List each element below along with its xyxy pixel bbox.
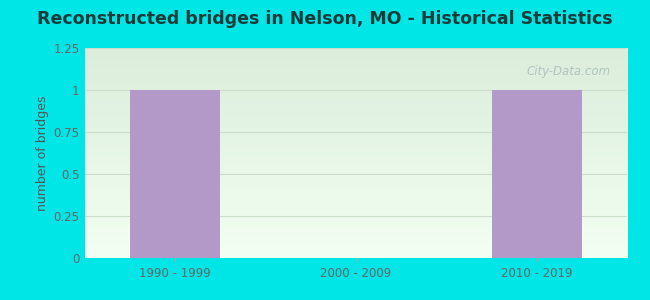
Text: City-Data.com: City-Data.com: [527, 65, 611, 78]
Y-axis label: number of bridges: number of bridges: [36, 95, 49, 211]
Bar: [491, 90, 582, 258]
Text: Reconstructed bridges in Nelson, MO - Historical Statistics: Reconstructed bridges in Nelson, MO - Hi…: [37, 11, 613, 28]
Bar: [130, 90, 220, 258]
